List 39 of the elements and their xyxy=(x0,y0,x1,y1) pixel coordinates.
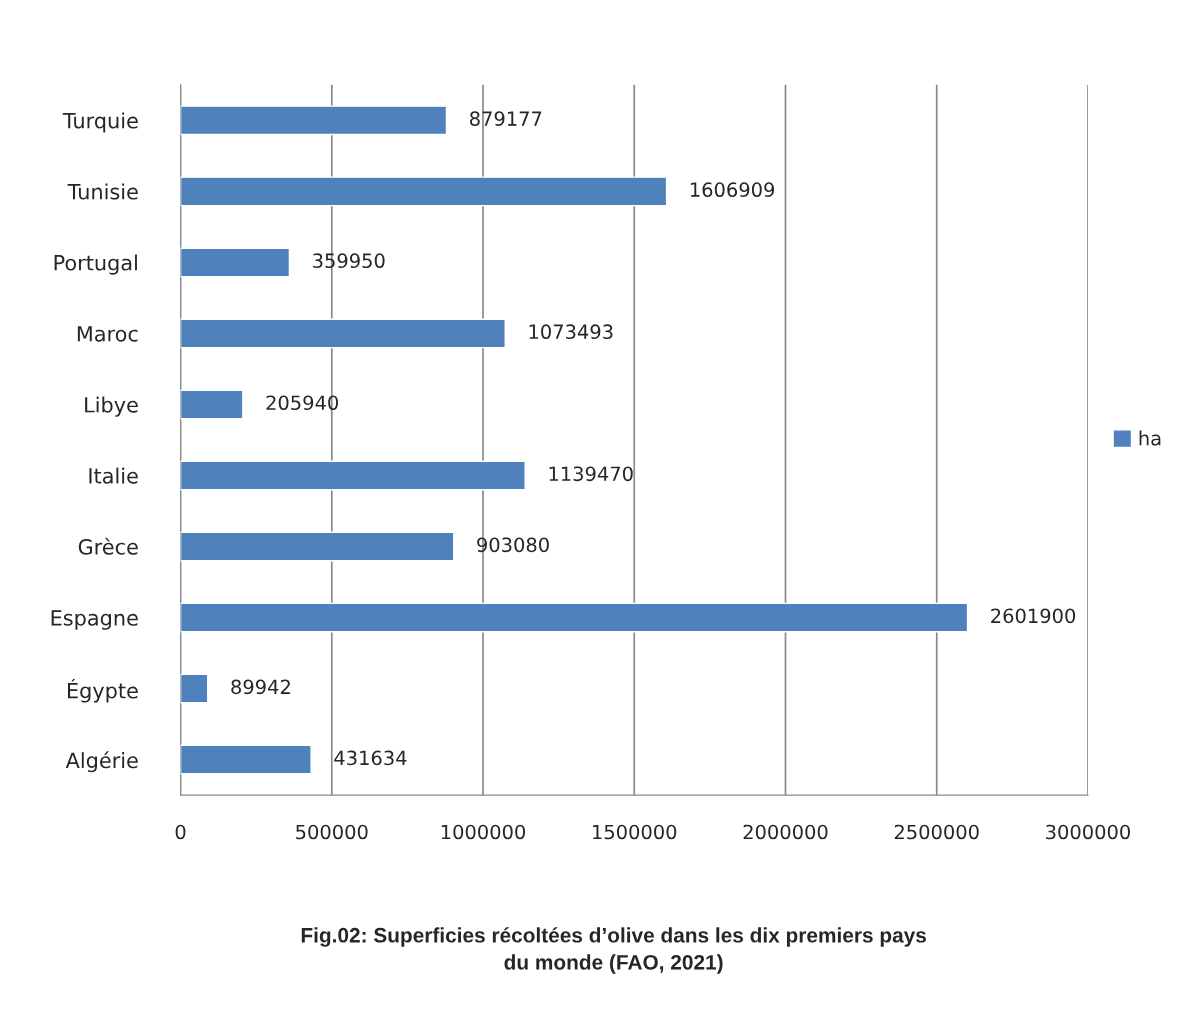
bar xyxy=(180,673,209,704)
x-tick-label: 1500000 xyxy=(593,824,677,840)
bar xyxy=(180,389,244,420)
data-label: 1139470 xyxy=(549,466,633,482)
data-label: 1606909 xyxy=(690,182,775,198)
y-tick-label: Maroc xyxy=(77,326,138,342)
bar xyxy=(180,744,312,775)
y-tick-label: Italie xyxy=(89,467,138,484)
x-tick-label: 2500000 xyxy=(894,824,979,840)
bar xyxy=(180,318,506,349)
y-tick-label: Espagne xyxy=(51,610,138,630)
y-tick-label: Égypte xyxy=(67,678,138,703)
data-label: 903080 xyxy=(477,537,549,553)
bar xyxy=(180,176,668,207)
x-tick-label: 500000 xyxy=(296,824,368,840)
data-label: 2601900 xyxy=(991,608,1076,624)
y-tick-label: Algérie xyxy=(65,751,138,773)
x-tick-label: 0 xyxy=(175,824,186,840)
y-tick-label: Turquie xyxy=(62,112,138,133)
x-tick-label: 1000000 xyxy=(441,824,526,840)
x-tick-label: 3000000 xyxy=(1046,824,1130,840)
bar xyxy=(180,247,291,278)
data-label: 1073493 xyxy=(529,324,613,340)
x-tick-label: 2000000 xyxy=(743,824,828,840)
legend-label: ha xyxy=(1139,430,1161,446)
y-tick-label: Grèce xyxy=(78,537,138,555)
bar xyxy=(180,602,969,633)
y-tick-label: Libye xyxy=(85,396,138,417)
bar xyxy=(180,460,526,491)
bar xyxy=(180,105,448,136)
data-label: 205940 xyxy=(266,395,338,411)
y-tick-label: Tunisie xyxy=(67,183,138,200)
data-label: 431634 xyxy=(334,750,407,766)
data-label: 89942 xyxy=(231,679,290,695)
bar xyxy=(180,531,455,562)
data-label: 359950 xyxy=(313,253,385,269)
data-label: 879177 xyxy=(470,111,542,126)
y-tick-label: Portugal xyxy=(54,254,137,275)
text: Fig.02: Superficies récoltées d’olive dans les dix premiers pays du monde (FAO, 2021) xyxy=(301,927,926,974)
